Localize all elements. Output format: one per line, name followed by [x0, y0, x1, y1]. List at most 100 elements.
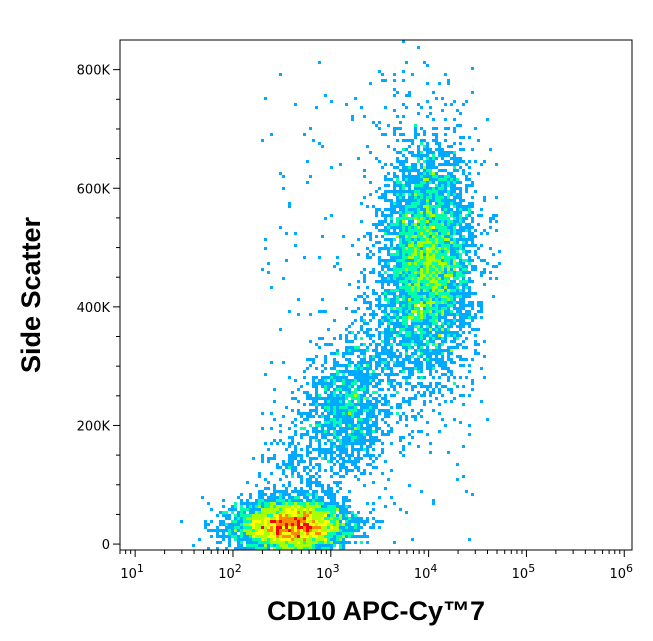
density-dot — [360, 319, 363, 322]
density-dot — [459, 199, 462, 202]
density-dot — [282, 496, 285, 499]
density-dot — [462, 172, 465, 175]
density-dot — [444, 217, 447, 220]
density-dot — [447, 358, 450, 361]
density-dot — [270, 499, 273, 502]
density-dot — [447, 280, 450, 283]
density-dot — [432, 295, 435, 298]
density-dot — [402, 289, 405, 292]
density-dot — [360, 220, 363, 223]
density-dot — [399, 160, 402, 163]
density-dot — [330, 460, 333, 463]
density-dot — [435, 334, 438, 337]
density-dot — [462, 295, 465, 298]
density-dot — [390, 205, 393, 208]
density-dot — [468, 235, 471, 238]
density-dot — [252, 508, 255, 511]
density-dot — [396, 358, 399, 361]
density-dot — [366, 331, 369, 334]
density-dot — [402, 190, 405, 193]
density-dot — [291, 475, 294, 478]
density-dot — [303, 469, 306, 472]
density-dot — [462, 313, 465, 316]
density-dot — [333, 526, 336, 529]
density-dot — [339, 529, 342, 532]
density-dot — [408, 298, 411, 301]
density-dot — [393, 322, 396, 325]
density-dot — [405, 349, 408, 352]
density-dot — [402, 436, 405, 439]
density-dot — [291, 538, 294, 541]
density-dot — [420, 415, 423, 418]
density-dot — [336, 481, 339, 484]
density-dot — [453, 214, 456, 217]
density-dot — [378, 409, 381, 412]
density-dot — [384, 319, 387, 322]
density-dot — [468, 205, 471, 208]
density-dot — [306, 481, 309, 484]
density-dot — [450, 280, 453, 283]
density-dot — [267, 532, 270, 535]
density-dot — [381, 451, 384, 454]
density-dot — [378, 325, 381, 328]
density-dot — [444, 304, 447, 307]
density-dot — [417, 310, 420, 313]
density-dot — [381, 259, 384, 262]
density-dot — [498, 262, 501, 265]
density-dot — [360, 526, 363, 529]
density-dot — [411, 205, 414, 208]
density-dot — [429, 244, 432, 247]
density-dot — [336, 415, 339, 418]
density-dot — [465, 313, 468, 316]
density-dot — [441, 295, 444, 298]
density-dot — [384, 337, 387, 340]
density-dot — [288, 454, 291, 457]
density-dot — [453, 247, 456, 250]
density-dot — [438, 202, 441, 205]
density-dot — [402, 277, 405, 280]
density-dot — [462, 259, 465, 262]
density-dot — [300, 421, 303, 424]
density-dot — [342, 499, 345, 502]
density-dot — [225, 523, 228, 526]
density-dot — [423, 178, 426, 181]
density-dot — [234, 532, 237, 535]
density-dot — [348, 511, 351, 514]
density-dot — [432, 358, 435, 361]
density-dot — [480, 163, 483, 166]
density-dot — [399, 274, 402, 277]
density-dot — [351, 439, 354, 442]
density-dot — [411, 217, 414, 220]
density-dot — [477, 328, 480, 331]
density-dot — [246, 529, 249, 532]
density-dot — [444, 202, 447, 205]
density-dot — [369, 376, 372, 379]
density-dot — [438, 358, 441, 361]
density-dot — [411, 196, 414, 199]
density-dot — [366, 349, 369, 352]
density-dot — [432, 151, 435, 154]
density-dot — [321, 430, 324, 433]
density-dot — [453, 262, 456, 265]
density-dot — [411, 223, 414, 226]
density-dot — [432, 319, 435, 322]
density-dot — [435, 277, 438, 280]
density-dot — [294, 526, 297, 529]
density-dot — [441, 265, 444, 268]
density-dot — [261, 517, 264, 520]
density-dot — [468, 313, 471, 316]
density-dot — [405, 166, 408, 169]
density-dot — [249, 511, 252, 514]
density-dot — [384, 307, 387, 310]
density-dot — [375, 346, 378, 349]
density-dot — [288, 202, 291, 205]
density-dot — [369, 463, 372, 466]
density-dot — [417, 247, 420, 250]
density-dot — [420, 223, 423, 226]
density-dot — [432, 271, 435, 274]
density-dot — [315, 106, 318, 109]
density-dot — [366, 334, 369, 337]
density-dot — [492, 217, 495, 220]
density-dot — [441, 340, 444, 343]
density-dot — [258, 502, 261, 505]
